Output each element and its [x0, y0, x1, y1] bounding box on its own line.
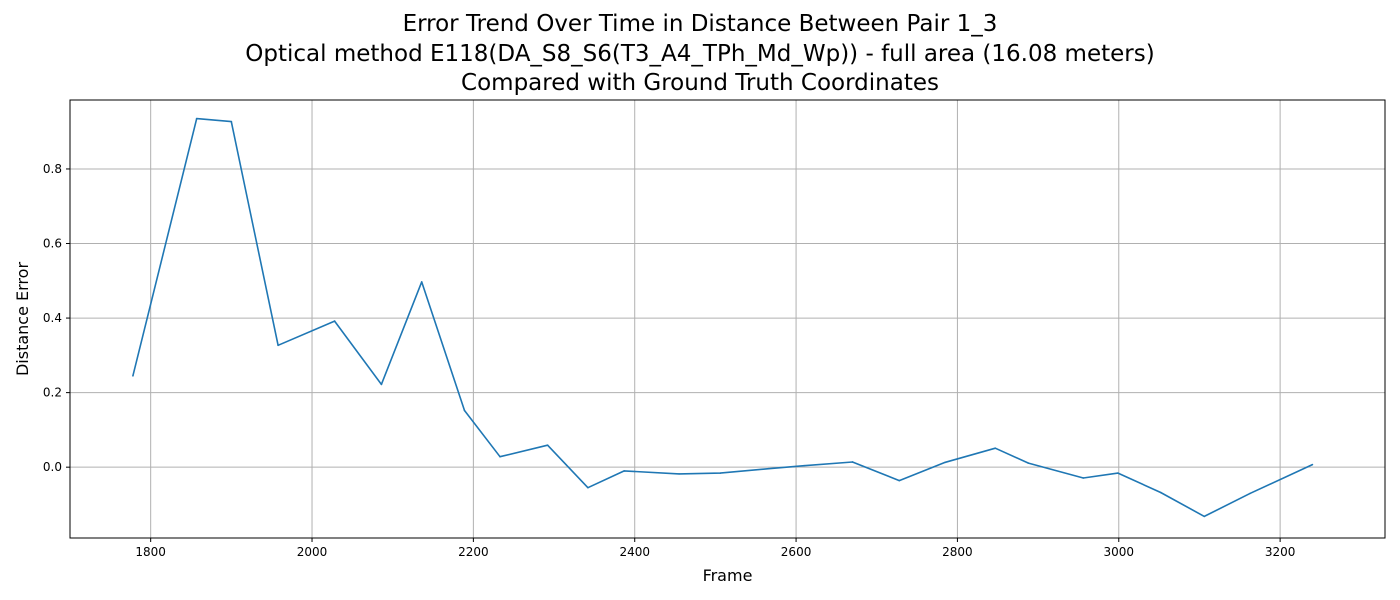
data-point [803, 464, 805, 467]
grid-lines [70, 100, 1385, 538]
y-tick-label: 0.2 [43, 386, 62, 400]
data-point [546, 444, 549, 446]
x-tick-label: 2000 [297, 545, 328, 559]
data-point [944, 461, 947, 464]
x-tick-label: 2200 [458, 545, 489, 559]
x-axis-ticks: 1800 2000 2200 2400 2600 2800 3000 3200 [135, 538, 1295, 559]
y-tick-label: 0.0 [43, 460, 62, 474]
data-point [587, 486, 589, 489]
data-point [1082, 477, 1085, 479]
data-point [1311, 463, 1314, 466]
data-point [1159, 491, 1162, 494]
x-tick-label: 2600 [781, 545, 812, 559]
x-axis-label: Frame [703, 566, 753, 585]
data-point [994, 447, 997, 449]
data-point [623, 470, 626, 472]
data-point [463, 409, 466, 412]
y-tick-label: 0.4 [43, 311, 62, 325]
data-point [277, 344, 279, 347]
data-point [132, 375, 134, 377]
y-tick-label: 0.8 [43, 162, 62, 176]
x-tick-label: 2400 [619, 545, 650, 559]
x-tick-label: 2800 [942, 545, 973, 559]
x-tick-label: 1800 [135, 545, 166, 559]
data-point [195, 117, 198, 120]
data-point [719, 472, 722, 474]
data-point [1027, 462, 1030, 464]
data-point [898, 479, 901, 482]
data-point [767, 467, 770, 470]
chart-title-line-3: Compared with Ground Truth Coordinates [461, 70, 939, 96]
data-point [851, 461, 854, 463]
data-point [230, 120, 233, 123]
series-line [132, 117, 1313, 518]
y-axis-ticks: 0.0 0.2 0.4 0.6 0.8 [43, 162, 70, 474]
data-point [1249, 492, 1252, 495]
chart-title: Error Trend Over Time in Distance Betwee… [0, 10, 1400, 99]
y-axis-label: Distance Error [13, 262, 32, 376]
data-point [380, 383, 383, 386]
data-point [1203, 515, 1206, 518]
chart-title-line-1: Error Trend Over Time in Distance Betwee… [402, 11, 998, 37]
chart-title-line-2: Optical method E118(DA_S8_S6(T3_A4_TPh_M… [245, 40, 1155, 67]
plot-frame [69, 99, 1386, 539]
data-point [499, 455, 501, 458]
x-tick-label: 3200 [1265, 545, 1296, 559]
x-tick-label: 3000 [1103, 545, 1134, 559]
data-point [678, 473, 680, 475]
data-point [333, 320, 336, 322]
data-point [420, 281, 423, 283]
series-layer [132, 117, 1314, 518]
y-tick-label: 0.6 [43, 237, 62, 251]
data-point [1117, 472, 1119, 474]
